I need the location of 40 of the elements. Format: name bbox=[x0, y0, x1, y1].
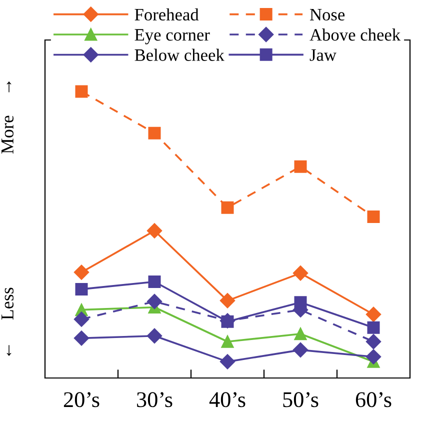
point bbox=[148, 276, 161, 288]
point bbox=[221, 315, 234, 328]
legend-label: Jaw bbox=[310, 49, 336, 61]
legend-label: Forehead bbox=[134, 8, 199, 21]
point bbox=[294, 296, 307, 309]
point bbox=[220, 354, 236, 370]
x-tick-label: 20’s bbox=[64, 392, 100, 408]
point bbox=[221, 201, 234, 214]
point bbox=[146, 328, 162, 344]
point bbox=[221, 335, 234, 348]
point bbox=[292, 266, 308, 281]
point bbox=[146, 223, 162, 238]
legend-label: Eye corner bbox=[134, 29, 210, 44]
point bbox=[366, 349, 382, 364]
text: More bbox=[2, 116, 14, 154]
point bbox=[75, 282, 88, 296]
x-tick-label: 60’s bbox=[356, 392, 392, 408]
point bbox=[74, 312, 90, 327]
point bbox=[74, 330, 90, 346]
text: ↓ bbox=[6, 345, 12, 356]
x-tick-label: 50’s bbox=[283, 392, 318, 408]
text: ↑ bbox=[6, 82, 12, 92]
point bbox=[220, 293, 236, 308]
point bbox=[366, 306, 382, 322]
point bbox=[292, 342, 308, 358]
point bbox=[294, 328, 307, 340]
x-tick-label: 40’s bbox=[209, 392, 246, 408]
point bbox=[74, 264, 90, 280]
point bbox=[294, 160, 307, 173]
point bbox=[367, 321, 380, 334]
text: Less bbox=[2, 288, 14, 320]
point bbox=[367, 210, 380, 223]
x-tick-label: 30’s bbox=[137, 392, 172, 408]
point bbox=[75, 85, 88, 98]
legend-label: Below cheek bbox=[134, 48, 224, 61]
point bbox=[146, 294, 162, 310]
point bbox=[366, 334, 382, 350]
legend-label: Above cheek bbox=[310, 28, 401, 41]
point bbox=[148, 126, 161, 140]
legend-label: Nose bbox=[310, 8, 345, 21]
